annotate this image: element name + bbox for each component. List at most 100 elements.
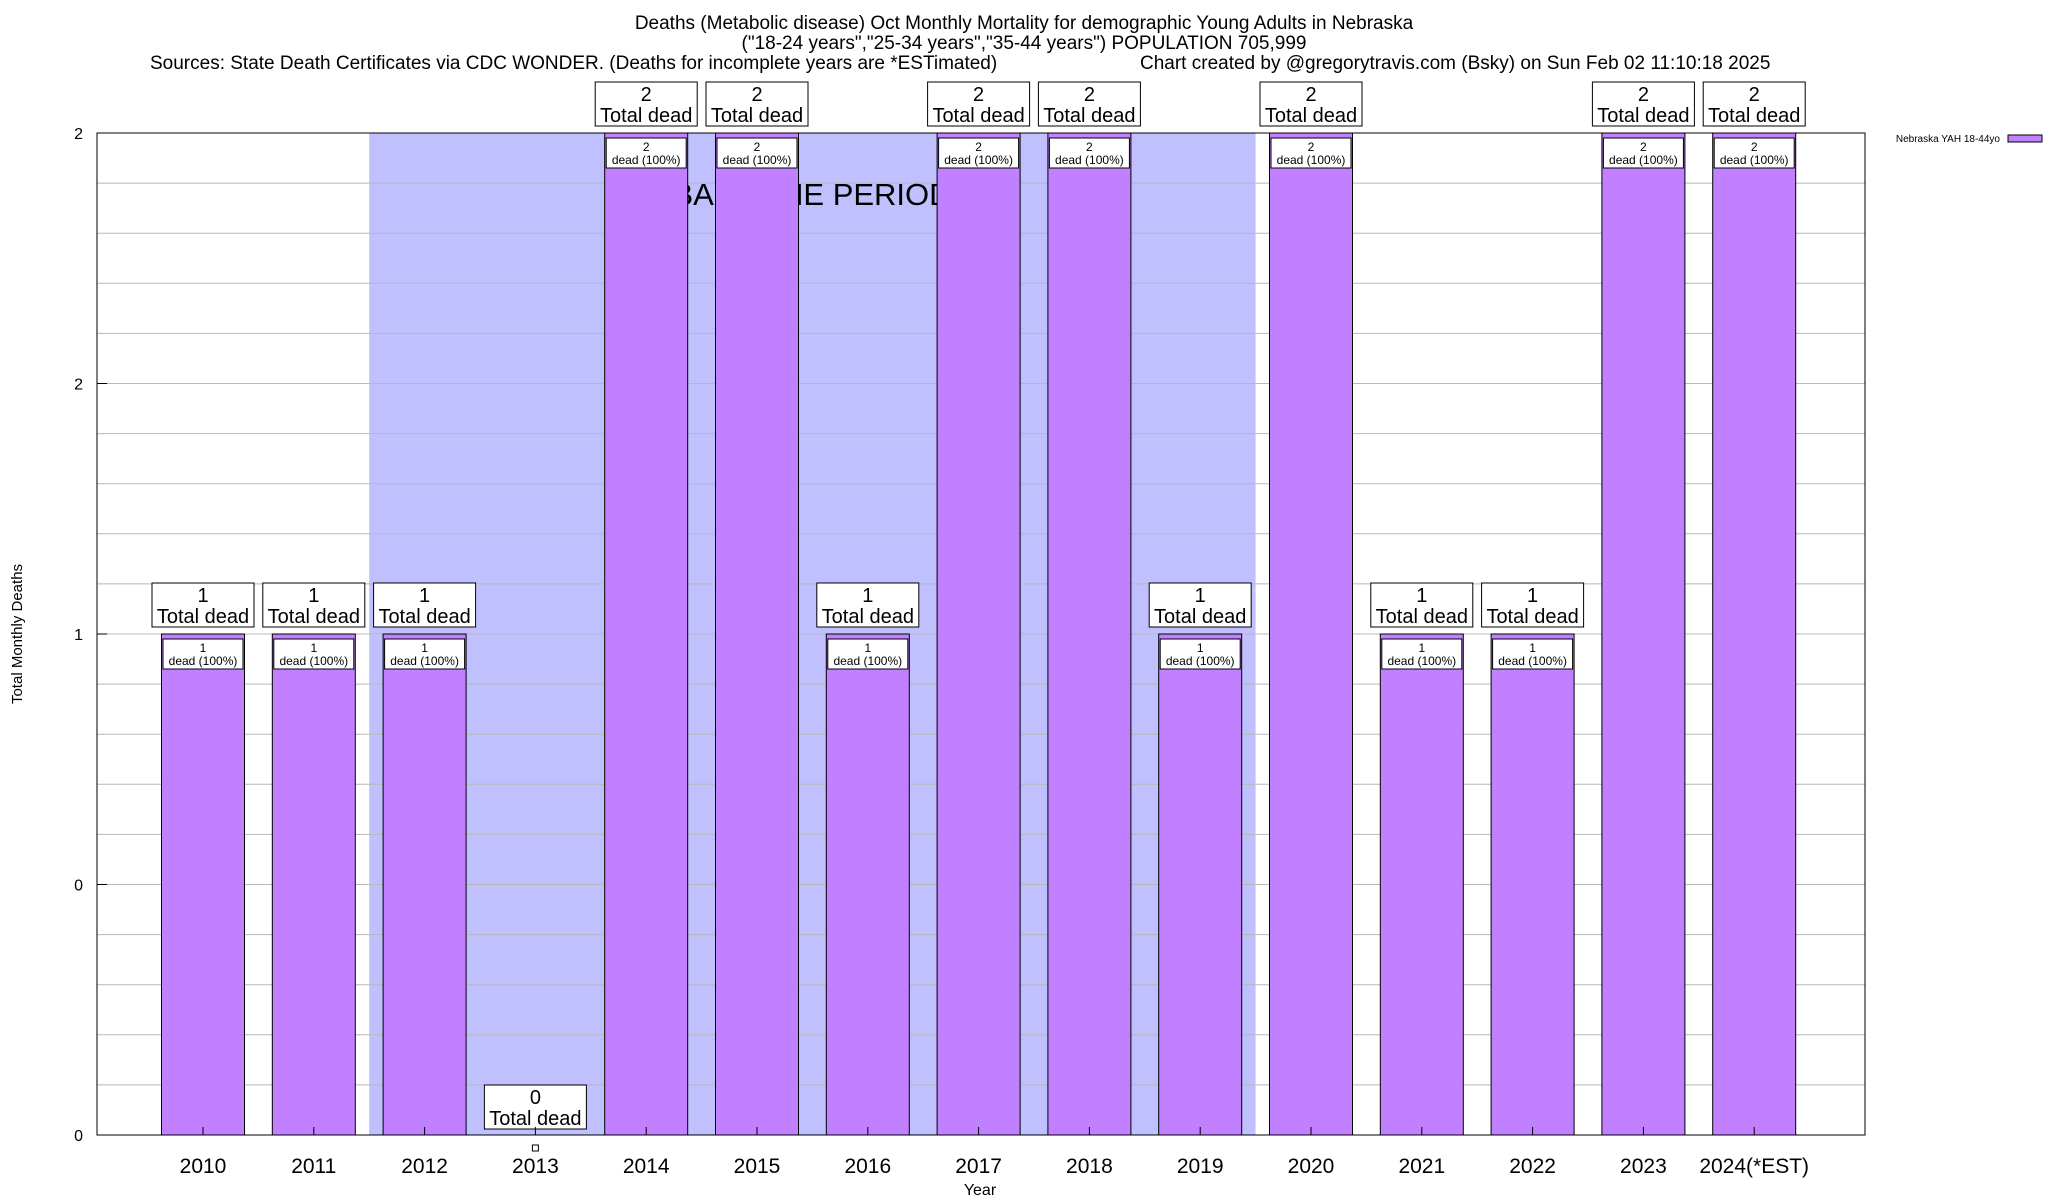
total-label-text: Total dead (600, 105, 692, 127)
bar-inner-label-value: 1 (421, 641, 428, 655)
total-label-text: Total dead (1043, 105, 1135, 127)
bar-inner-label-box (1048, 137, 1130, 169)
bar-inner-label-value: 1 (1418, 641, 1425, 655)
x-tick-label: 2010 (180, 1155, 227, 1178)
x-tick-label: 2023 (1620, 1155, 1667, 1178)
bar-inner-label-box (938, 137, 1020, 169)
total-label-text: Total dead (157, 606, 249, 628)
chart-sources: Sources: State Death Certificates via CD… (150, 53, 998, 74)
bar (1047, 132, 1132, 1136)
legend-label: Nebraska YAH 18-44yo (1896, 134, 2001, 145)
total-label-box (1702, 81, 1806, 127)
total-label-box (1370, 582, 1474, 628)
x-tick-label: 2022 (1509, 1155, 1556, 1178)
bar (825, 633, 910, 1136)
total-label-value: 2 (1638, 84, 1649, 106)
total-label-value: 1 (1416, 585, 1427, 607)
bar-inner-label-text: dead (100%) (944, 153, 1013, 167)
bar-inner-label-text: dead (100%) (169, 654, 238, 668)
bar-inner-label-text: dead (100%) (1387, 654, 1456, 668)
total-label-box (1037, 81, 1141, 127)
x-tick-label: 2017 (955, 1155, 1002, 1178)
x-tick-label: 2021 (1398, 1155, 1445, 1178)
total-label-box (1148, 582, 1252, 628)
bar-inner-label-box (1270, 137, 1352, 169)
total-label-box (705, 81, 809, 127)
total-label-value: 1 (862, 585, 873, 607)
bar-inner-label-text: dead (100%) (1720, 153, 1789, 167)
x-tick-label: 2024(*EST) (1699, 1155, 1809, 1178)
bar-inner-label-value: 2 (643, 140, 650, 154)
bar-inner-label-box (605, 137, 687, 169)
total-label-text: Total dead (378, 606, 470, 628)
total-label-text: Total dead (932, 105, 1024, 127)
bar-inner-label-box (1492, 638, 1574, 670)
total-label-text: Total dead (1597, 105, 1689, 127)
bar (1158, 633, 1243, 1136)
bar-inner-label-text: dead (100%) (279, 654, 348, 668)
bar (161, 633, 245, 1136)
total-label-value: 2 (641, 84, 652, 106)
y-tick-label: 1 (74, 627, 83, 644)
x-tick-label: 2015 (734, 1155, 781, 1178)
bar-inner-label-text: dead (100%) (833, 654, 902, 668)
bar-inner-label-value: 2 (754, 140, 761, 154)
x-tick-label: 2011 (291, 1155, 336, 1178)
x-tick-label: 2013 (512, 1155, 559, 1178)
bar-inner-label-value: 2 (1308, 140, 1315, 154)
total-label-value: 1 (1527, 585, 1538, 607)
total-label-text: Total dead (268, 606, 360, 628)
bar-inner-label-value: 2 (975, 140, 982, 154)
total-label-value: 0 (530, 1087, 541, 1109)
baseline-period-label: BASELINE PERIOD (672, 177, 951, 212)
total-label-box (151, 582, 255, 628)
bar-inner-label-value: 2 (1751, 140, 1758, 154)
bar (1490, 633, 1575, 1136)
y-axis-title: Total Monthly Deaths (9, 564, 26, 704)
x-tick-label: 2014 (623, 1155, 670, 1178)
bar (936, 132, 1021, 1136)
bar-inner-label-box (827, 638, 909, 670)
total-label-text: Total dead (1154, 606, 1246, 628)
total-label-box (373, 582, 477, 628)
chart-subtitle: ("18-24 years","25-34 years","35-44 year… (741, 33, 1307, 54)
zero-marker (531, 1144, 539, 1152)
total-label-value: 2 (751, 84, 762, 106)
bar-inner-label-text: dead (100%) (390, 654, 459, 668)
bar (382, 633, 467, 1136)
bar-inner-label-box (1159, 638, 1241, 670)
bar-inner-label-text: dead (100%) (1498, 654, 1567, 668)
total-label-text: Total dead (1265, 105, 1357, 127)
bar-inner-label-box (716, 137, 798, 169)
total-label-box (1481, 582, 1585, 628)
bar-inner-label-value: 1 (310, 641, 317, 655)
bar-inner-label-value: 1 (200, 641, 207, 655)
x-tick-label: 2016 (844, 1155, 891, 1178)
total-label-box (816, 582, 920, 628)
total-label-value: 1 (197, 585, 208, 607)
total-label-value: 2 (1084, 84, 1095, 106)
y-tick-label: 0 (74, 1128, 83, 1145)
y-tick-label: 2 (74, 126, 83, 143)
total-label-box (594, 81, 698, 127)
bar-inner-label-box (162, 638, 244, 670)
total-label-text: Total dead (822, 606, 914, 628)
x-tick-label: 2018 (1066, 1155, 1113, 1178)
legend-swatch (2007, 134, 2043, 143)
total-label-box (1259, 81, 1363, 127)
x-tick-label: 2020 (1288, 1155, 1335, 1178)
bar-inner-label-text: dead (100%) (1055, 153, 1124, 167)
bar-inner-label-value: 1 (1529, 641, 1536, 655)
bar-inner-label-text: dead (100%) (1277, 153, 1346, 167)
bar (715, 132, 799, 1136)
bar (1601, 132, 1686, 1136)
bar-inner-label-value: 2 (1640, 140, 1647, 154)
chart-title: Deaths (Metabolic disease) Oct Monthly M… (634, 13, 1414, 34)
bar-inner-label-value: 1 (1197, 641, 1204, 655)
bar-inner-label-value: 1 (864, 641, 871, 655)
bar-inner-label-text: dead (100%) (1609, 153, 1678, 167)
bar (604, 132, 689, 1136)
total-label-text: Total dead (1708, 105, 1800, 127)
y-tick-label: 2 (74, 377, 83, 394)
